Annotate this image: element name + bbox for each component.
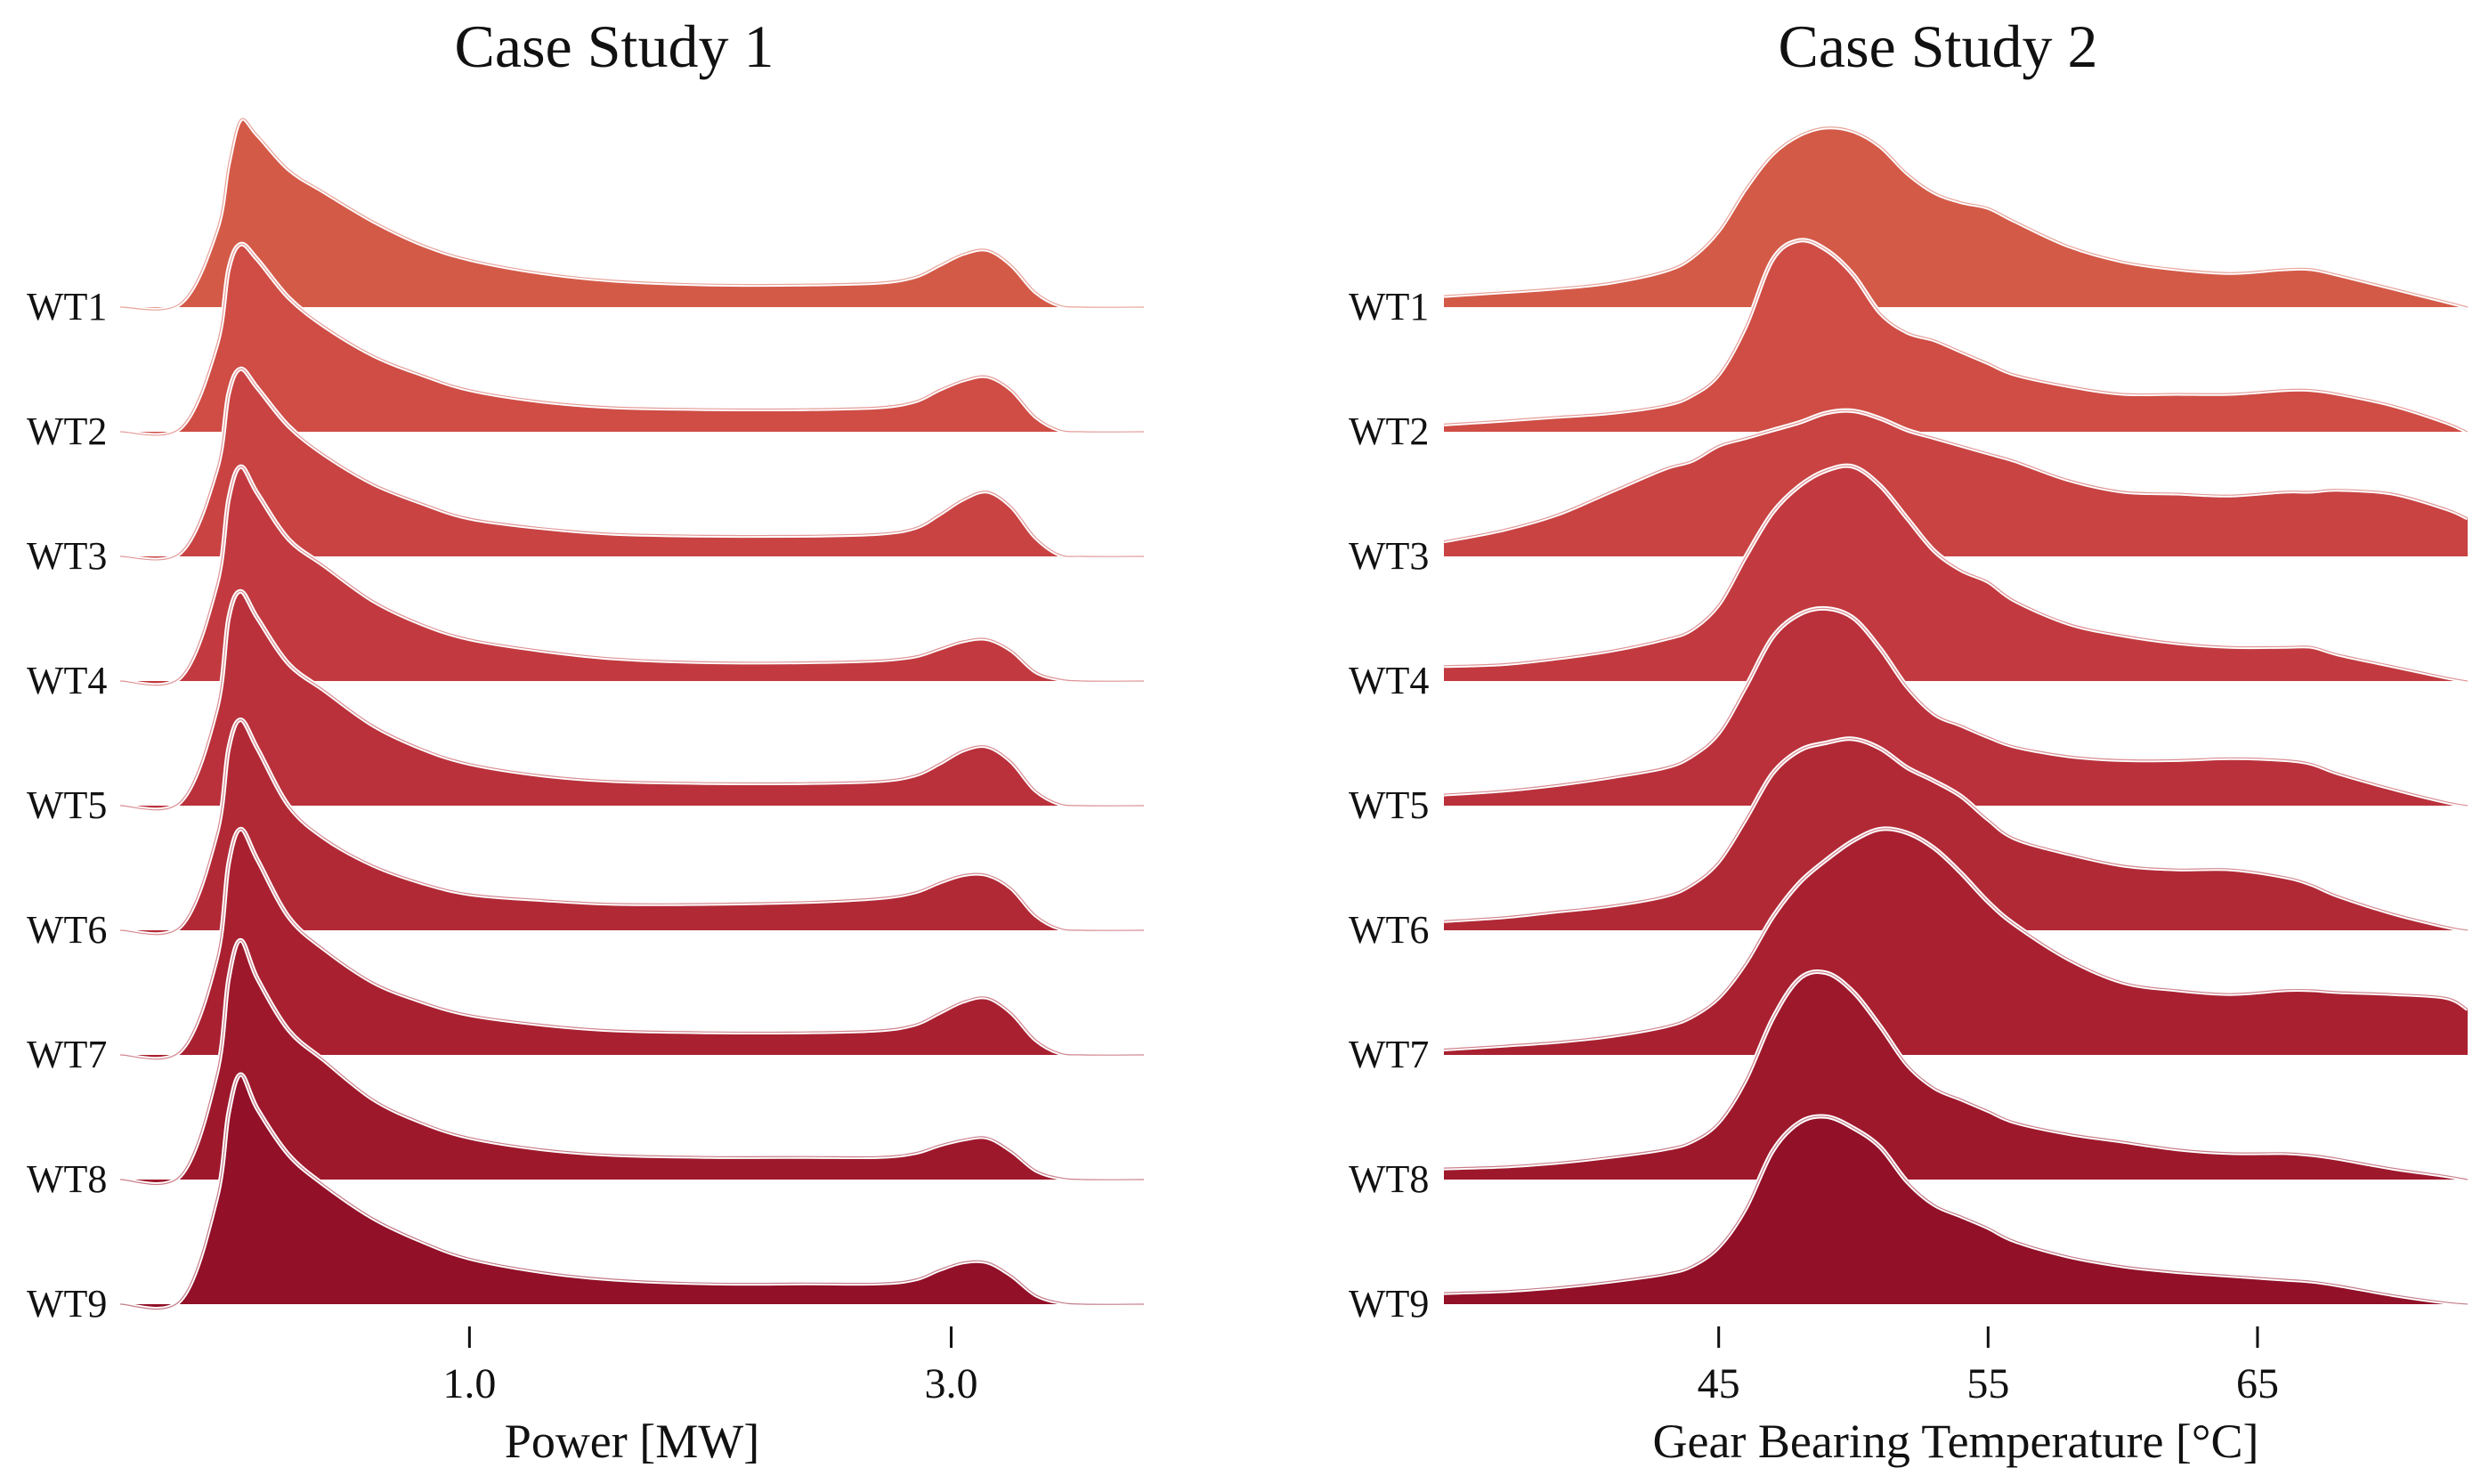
case-study-1-x-tick-label-1: 3.0 xyxy=(925,1360,978,1407)
case-study-1-ridge-wt8 xyxy=(119,937,1145,1187)
case-study-2-ridge-wt9 xyxy=(1443,1114,2469,1307)
case-study-2-ridge-wt2 xyxy=(1443,238,2469,434)
case-study-1-outline-inner-wt5 xyxy=(119,590,1145,811)
case-study-2-outline-inner-wt9 xyxy=(1443,1115,2469,1305)
case-study-2-outline-inner-wt2 xyxy=(1443,239,2469,433)
case-study-1-row-label-wt6: WT6 xyxy=(27,908,107,952)
case-study-2-row-label-wt8: WT8 xyxy=(1349,1157,1429,1201)
case-study-2-ridge-wt7 xyxy=(1443,826,2469,1055)
case-study-2-row-labels: WT1 WT2 WT3 WT4 WT5 WT6 WT7 WT8 WT9 xyxy=(1349,285,1429,1326)
case-study-1-ridge-wt2 xyxy=(119,241,1145,438)
case-study-1-outline-inner-wt1 xyxy=(119,118,1145,311)
case-study-1-ridge-wt9 xyxy=(119,1072,1145,1311)
case-study-2-area-wt9 xyxy=(1444,1115,2468,1304)
case-study-2-x-tick-label-0: 45 xyxy=(1698,1360,1740,1407)
case-study-1-ridge-wt3 xyxy=(119,366,1145,563)
case-study-1-area-wt6 xyxy=(120,719,1144,935)
case-study-1-outline-inner-wt7 xyxy=(119,828,1145,1060)
case-study-2-row-label-wt4: WT4 xyxy=(1349,659,1429,702)
case-study-2-outline-inner-wt4 xyxy=(1443,465,2469,682)
case-study-1-row-label-wt7: WT7 xyxy=(27,1033,107,1076)
case-study-1-row-label-wt3: WT3 xyxy=(27,534,107,578)
case-study-1-outline-inner-wt4 xyxy=(119,466,1145,686)
case-study-1-outline-inner-wt3 xyxy=(119,368,1145,561)
case-study-1-outline-inner-wt8 xyxy=(119,939,1145,1186)
case-study-1-ridge-wt4 xyxy=(119,464,1145,688)
case-study-2-row-label-wt1: WT1 xyxy=(1349,285,1429,328)
case-study-2-ridge-wt6 xyxy=(1443,736,2469,933)
case-study-1-x-tick-label-0: 1.0 xyxy=(442,1360,496,1407)
case-study-1-outline-inner-wt6 xyxy=(119,718,1145,936)
case-study-1-row-label-wt2: WT2 xyxy=(27,410,107,453)
case-study-1-ridge-wt6 xyxy=(119,718,1145,937)
case-study-2-outline-inner-wt7 xyxy=(1443,828,2469,1050)
case-study-2-outline-inner-wt1 xyxy=(1443,126,2469,308)
case-study-1-area-wt3 xyxy=(120,369,1144,560)
case-study-2-panel: Case Study 2 WT1 WT2 WT3 WT4 WT5 WT6 WT7 WT8 WT9… xyxy=(1349,12,2469,1468)
case-study-2-row-label-wt6: WT6 xyxy=(1349,908,1429,952)
case-study-2-x-tick-label-1: 55 xyxy=(1966,1360,2009,1407)
case-study-2-area-wt7 xyxy=(1444,828,2468,1055)
case-study-2-outline-inner-wt8 xyxy=(1443,970,2469,1180)
case-study-2-row-label-wt2: WT2 xyxy=(1349,410,1429,453)
case-study-2-area-wt5 xyxy=(1444,608,2468,806)
case-study-1-outline-inner-wt2 xyxy=(119,243,1145,436)
case-study-1-row-label-wt4: WT4 xyxy=(27,659,107,702)
case-study-1-row-label-wt1: WT1 xyxy=(27,285,107,328)
case-study-1-area-wt7 xyxy=(120,829,1144,1059)
case-study-2-ridge-wt4 xyxy=(1443,463,2469,684)
case-study-2-x-tick-label-2: 65 xyxy=(2236,1360,2279,1407)
case-study-2-row-label-wt5: WT5 xyxy=(1349,783,1429,827)
case-study-2-area-wt8 xyxy=(1444,971,2468,1180)
case-study-1-area-wt1 xyxy=(120,118,1144,311)
case-study-1-row-label-wt9: WT9 xyxy=(27,1282,107,1326)
case-study-2-row-label-wt9: WT9 xyxy=(1349,1282,1429,1326)
case-study-2-area-wt2 xyxy=(1444,239,2468,432)
case-study-2-area-wt6 xyxy=(1444,738,2468,930)
case-study-2-row-label-wt7: WT7 xyxy=(1349,1033,1429,1076)
case-study-1-row-label-wt8: WT8 xyxy=(27,1157,107,1201)
case-study-2-x-axis-label: Gear Bearing Temperature [°C] xyxy=(1652,1415,2258,1468)
case-study-2-ridge-wt3 xyxy=(1443,408,2469,556)
case-study-1-ridge-wt7 xyxy=(119,826,1145,1062)
case-study-2-area-wt1 xyxy=(1444,126,2468,307)
case-study-2-ridge-wt5 xyxy=(1443,605,2469,808)
case-study-2-row-label-wt3: WT3 xyxy=(1349,534,1429,578)
case-study-2-outline-inner-wt6 xyxy=(1443,738,2469,931)
case-study-1-row-labels: WT1 WT2 WT3 WT4 WT5 WT6 WT7 WT8 WT9 xyxy=(27,285,107,1326)
case-study-1-area-wt9 xyxy=(120,1074,1144,1310)
case-study-1-ridge-wt1 xyxy=(119,116,1145,312)
case-study-1-x-axis-label: Power [MW] xyxy=(505,1415,759,1468)
case-study-2-ridge-wt1 xyxy=(1443,125,2469,310)
case-study-2-outline-inner-wt5 xyxy=(1443,607,2469,807)
case-study-1-panel: Case Study 1 WT1 WT2 WT3 WT4 WT5 WT6 WT7 WT8 WT9… xyxy=(27,12,1145,1468)
case-study-1-ridges xyxy=(119,116,1145,1311)
case-study-2-title: Case Study 2 xyxy=(1779,12,2098,80)
case-study-1-outline-inner-wt9 xyxy=(119,1074,1145,1310)
case-study-2-area-wt3 xyxy=(1444,410,2468,556)
case-study-1-title: Case Study 1 xyxy=(455,12,774,80)
case-study-1-area-wt8 xyxy=(120,940,1144,1185)
case-study-1-ridge-wt5 xyxy=(119,588,1145,813)
case-study-2-ridge-wt8 xyxy=(1443,969,2469,1182)
case-study-1-row-label-wt5: WT5 xyxy=(27,783,107,827)
case-study-2-area-wt4 xyxy=(1444,466,2468,681)
case-study-2-ridges xyxy=(1443,125,2469,1307)
case-study-1-area-wt2 xyxy=(120,244,1144,435)
case-study-2-x-axis: 45 55 65 xyxy=(1698,1326,2279,1407)
case-study-2-outline-inner-wt3 xyxy=(1443,410,2469,542)
case-study-1-area-wt5 xyxy=(120,591,1144,810)
case-study-1-x-axis: 1.0 3.0 xyxy=(442,1326,978,1407)
case-study-1-area-wt4 xyxy=(120,466,1144,685)
